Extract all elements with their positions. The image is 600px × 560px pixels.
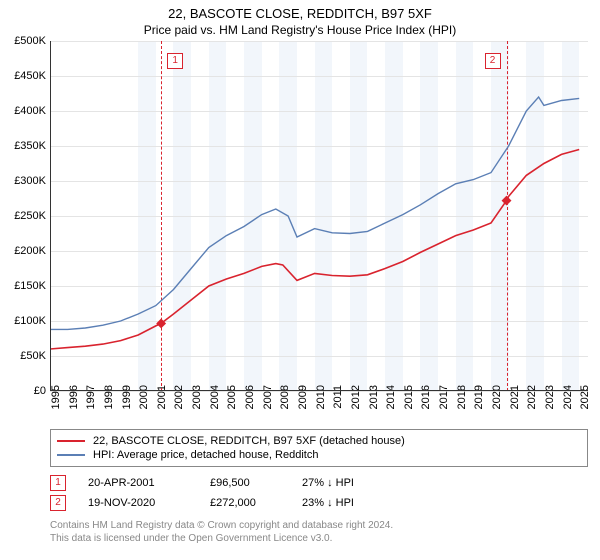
y-tick-label: £450K [0, 70, 46, 82]
y-tick-label: £0 [0, 385, 46, 397]
sale-row: 2 19-NOV-2020 £272,000 23% ↓ HPI [50, 493, 588, 513]
y-tick-label: £150K [0, 280, 46, 292]
y-tick-label: £50K [0, 350, 46, 362]
legend-swatch [57, 454, 85, 456]
sale-row: 1 20-APR-2001 £96,500 27% ↓ HPI [50, 473, 588, 493]
y-tick-label: £250K [0, 210, 46, 222]
y-axis [50, 41, 51, 391]
y-tick-label: £300K [0, 175, 46, 187]
x-axis [50, 390, 588, 391]
y-tick-label: £350K [0, 140, 46, 152]
sale-date: 19-NOV-2020 [88, 497, 188, 509]
legend-swatch [57, 440, 85, 442]
y-tick-label: £400K [0, 105, 46, 117]
footer-line-2: This data is licensed under the Open Gov… [50, 532, 588, 545]
series-price_paid [50, 150, 579, 350]
sale-price: £272,000 [210, 497, 280, 509]
legend-item: 22, BASCOTE CLOSE, REDDITCH, B97 5XF (de… [57, 434, 581, 448]
y-tick-label: £200K [0, 245, 46, 257]
sale-point-diamond [502, 196, 512, 206]
sale-price: £96,500 [210, 477, 280, 489]
sale-date: 20-APR-2001 [88, 477, 188, 489]
legend-box: 22, BASCOTE CLOSE, REDDITCH, B97 5XF (de… [50, 429, 588, 467]
attribution-footer: Contains HM Land Registry data © Crown c… [50, 519, 588, 545]
series-hpi [50, 97, 579, 329]
chart-subtitle: Price paid vs. HM Land Registry's House … [0, 21, 600, 41]
chart-title: 22, BASCOTE CLOSE, REDDITCH, B97 5XF [0, 0, 600, 21]
y-tick-label: £500K [0, 35, 46, 47]
footer-line-1: Contains HM Land Registry data © Crown c… [50, 519, 588, 532]
sale-badge: 1 [50, 475, 66, 491]
sales-table: 1 20-APR-2001 £96,500 27% ↓ HPI 2 19-NOV-2020… [50, 473, 588, 513]
chart-plot-area: £0£50K£100K£150K£200K£250K£300K£350K£400… [50, 41, 588, 391]
legend-label: 22, BASCOTE CLOSE, REDDITCH, B97 5XF (de… [93, 435, 405, 447]
chart-svg [50, 41, 588, 391]
legend-item: HPI: Average price, detached house, Redd… [57, 448, 581, 462]
sale-delta: 27% ↓ HPI [302, 477, 392, 489]
sale-delta: 23% ↓ HPI [302, 497, 392, 509]
y-tick-label: £100K [0, 315, 46, 327]
sale-badge: 2 [50, 495, 66, 511]
legend-label: HPI: Average price, detached house, Redd… [93, 449, 318, 461]
